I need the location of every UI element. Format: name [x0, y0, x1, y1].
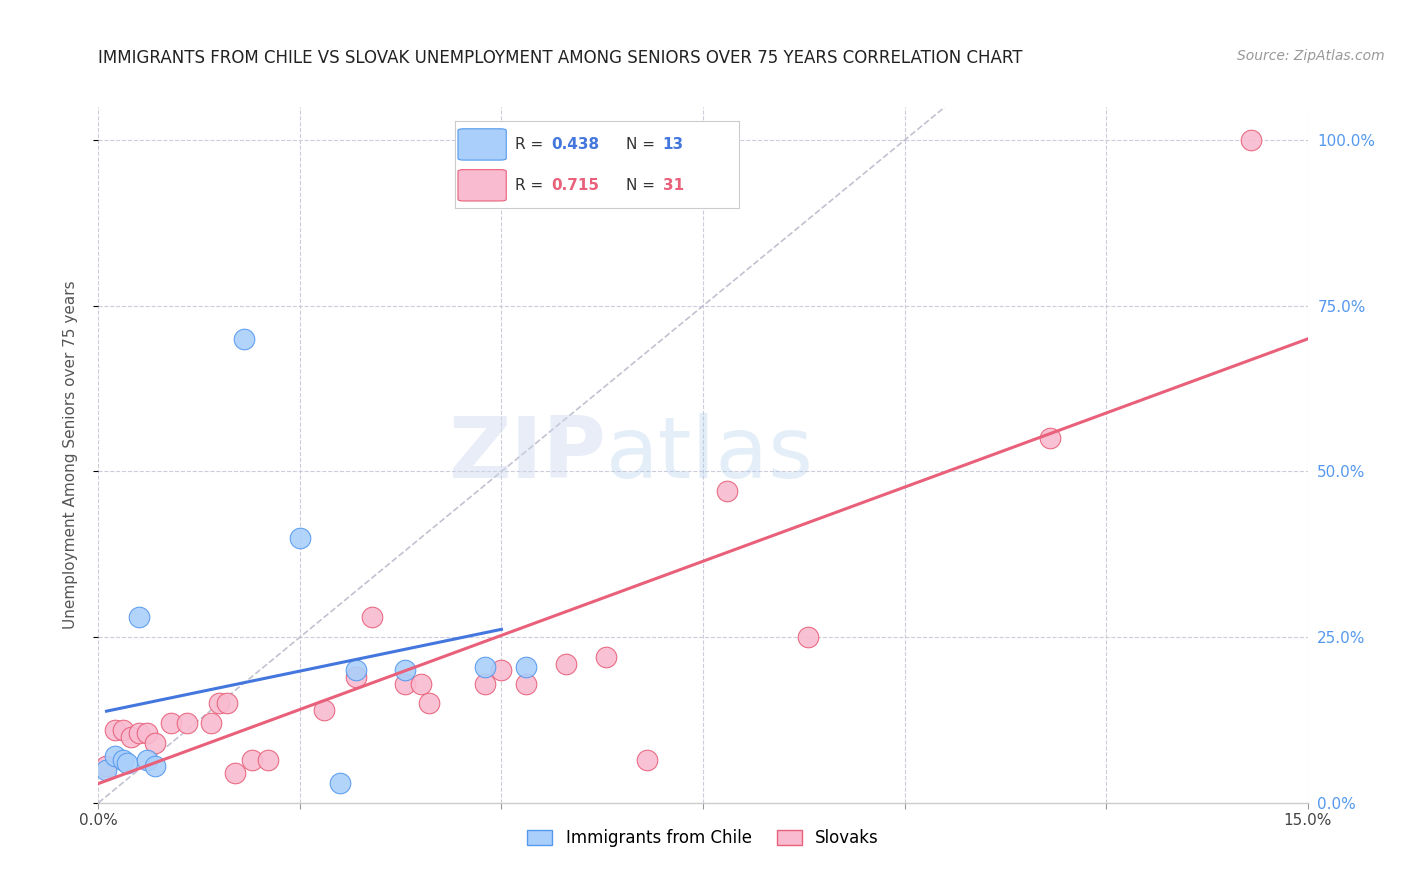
Text: IMMIGRANTS FROM CHILE VS SLOVAK UNEMPLOYMENT AMONG SENIORS OVER 75 YEARS CORRELA: IMMIGRANTS FROM CHILE VS SLOVAK UNEMPLOY…: [98, 49, 1024, 67]
Point: [344, 670, 367, 684]
Point: [716, 484, 738, 499]
Text: ZIP: ZIP: [449, 413, 606, 497]
Point: [128, 726, 150, 740]
Point: [135, 753, 157, 767]
Point: [394, 676, 416, 690]
Point: [314, 703, 336, 717]
Point: [515, 660, 537, 674]
Point: [361, 610, 384, 624]
Y-axis label: Unemployment Among Seniors over 75 years: Unemployment Among Seniors over 75 years: [63, 281, 77, 629]
Point: [555, 657, 578, 671]
Point: [96, 763, 118, 777]
Legend: Immigrants from Chile, Slovaks: Immigrants from Chile, Slovaks: [520, 822, 886, 854]
Point: [1240, 133, 1263, 147]
Point: [418, 697, 440, 711]
Point: [636, 753, 658, 767]
Point: [96, 759, 118, 773]
Text: atlas: atlas: [606, 413, 814, 497]
Point: [515, 676, 537, 690]
Point: [288, 531, 311, 545]
Point: [491, 663, 513, 677]
Point: [474, 660, 496, 674]
Point: [208, 697, 231, 711]
Point: [128, 610, 150, 624]
Point: [143, 736, 166, 750]
Point: [103, 723, 125, 737]
Point: [344, 663, 367, 677]
Point: [240, 753, 263, 767]
Point: [160, 716, 183, 731]
Point: [797, 630, 820, 644]
Point: [217, 697, 239, 711]
Point: [329, 776, 352, 790]
Point: [120, 730, 142, 744]
Point: [256, 753, 278, 767]
Point: [394, 663, 416, 677]
Point: [595, 650, 617, 665]
Point: [224, 766, 246, 780]
Point: [115, 756, 138, 770]
Text: Source: ZipAtlas.com: Source: ZipAtlas.com: [1237, 49, 1385, 63]
Point: [232, 332, 254, 346]
Point: [409, 676, 432, 690]
Point: [474, 676, 496, 690]
Point: [111, 723, 134, 737]
Point: [103, 749, 125, 764]
Point: [143, 759, 166, 773]
Point: [200, 716, 222, 731]
Point: [135, 726, 157, 740]
Point: [111, 753, 134, 767]
Point: [1039, 431, 1062, 445]
Point: [176, 716, 198, 731]
